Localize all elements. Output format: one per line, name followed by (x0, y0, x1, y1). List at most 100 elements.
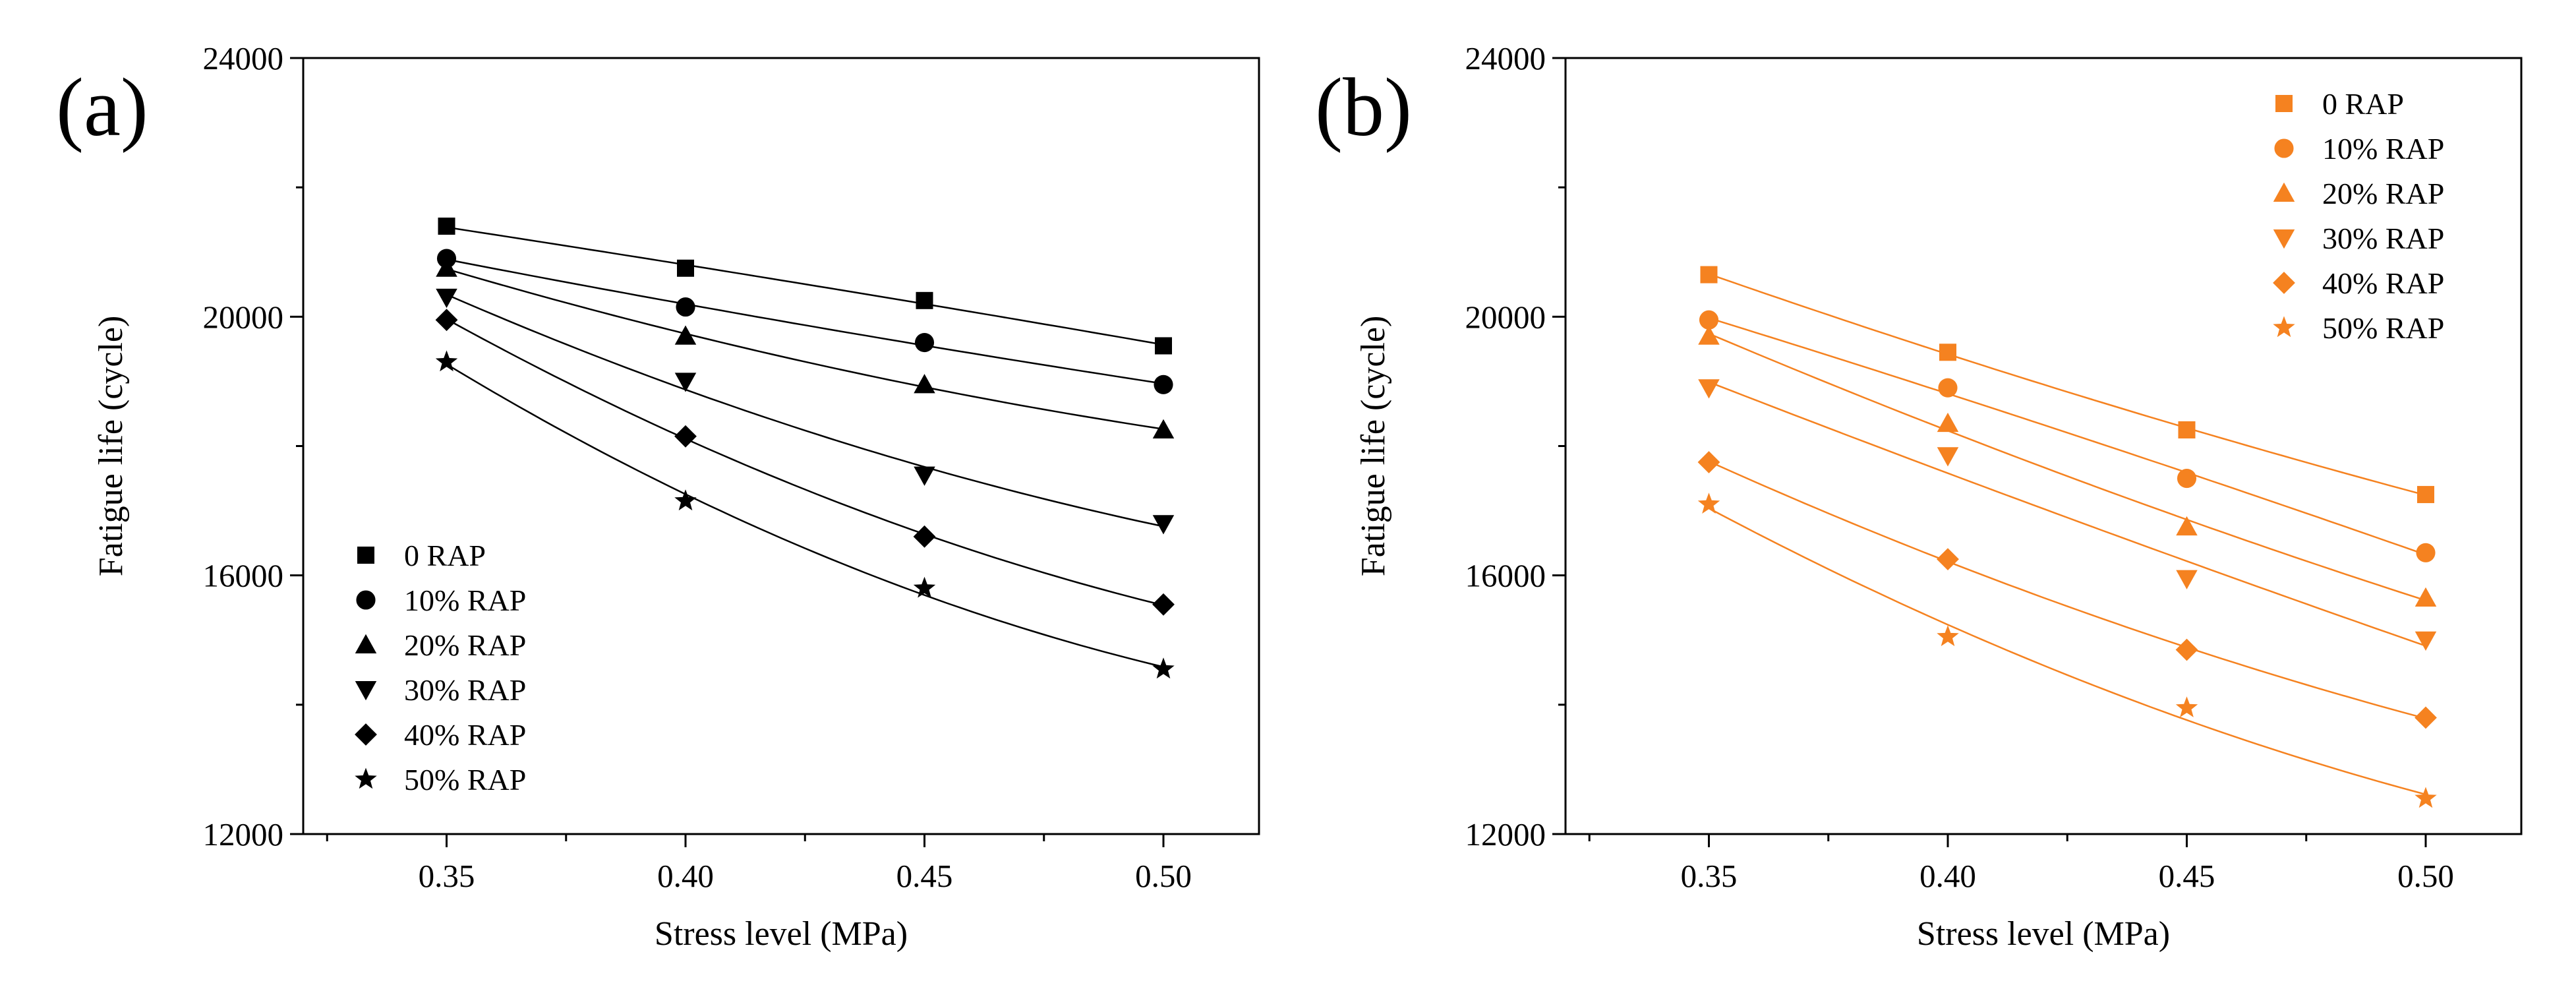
data-point (1937, 447, 1959, 467)
data-point (1939, 344, 1956, 361)
series-1 (1700, 266, 2434, 504)
fit-curve (1708, 460, 2426, 719)
data-point (1699, 310, 1719, 330)
data-point (1155, 337, 1172, 355)
data-point (2416, 543, 2436, 562)
data-point (1152, 515, 1175, 535)
data-point (913, 576, 936, 598)
data-point (435, 309, 458, 332)
fit-curve (446, 226, 1164, 346)
x-tick-label: 0.35 (1681, 858, 1738, 894)
legend-marker (2273, 182, 2295, 202)
y-tick-label: 20000 (1465, 299, 1546, 335)
fit-curve (446, 258, 1164, 385)
data-point (2415, 587, 2437, 607)
data-point (1152, 419, 1175, 438)
x-axis-title: Stress level (MPa) (655, 915, 908, 953)
legend-label: 40% RAP (2322, 266, 2444, 300)
series-2 (1699, 310, 2436, 562)
data-point (2175, 696, 2198, 717)
fit-curve (446, 318, 1164, 607)
data-point (438, 218, 455, 235)
data-point (1152, 657, 1175, 679)
series-5 (435, 309, 1175, 616)
fit-curve (446, 363, 1164, 668)
x-tick-label: 0.35 (419, 858, 475, 894)
data-point (1697, 451, 1720, 473)
plot-frame (1564, 57, 2523, 835)
y-tick-label: 12000 (203, 816, 284, 853)
fit-curve (1709, 332, 2426, 601)
data-point (1938, 378, 1958, 398)
legend-label: 20% RAP (2322, 177, 2444, 210)
data-point (674, 325, 697, 345)
data-point (1698, 325, 1720, 345)
data-point (676, 297, 695, 317)
x-tick-label: 0.40 (657, 858, 714, 894)
legend-marker (355, 681, 377, 701)
data-point (914, 466, 935, 486)
y-axis-title: Fatigue life (cycle) (1355, 316, 1392, 577)
series-1 (438, 218, 1172, 355)
data-point (914, 374, 935, 394)
data-point (1700, 266, 1718, 284)
data-point (1937, 625, 1959, 646)
series-3 (1698, 325, 2437, 607)
series-4 (1698, 379, 2437, 651)
legend-marker (356, 590, 376, 610)
legend-label: 50% RAP (404, 763, 526, 796)
x-axis-title: Stress level (MPa) (1917, 915, 2170, 953)
legend-marker (2275, 95, 2293, 112)
legend-label: 30% RAP (2322, 222, 2444, 255)
legend-label: 40% RAP (404, 718, 526, 752)
legend-label: 30% RAP (404, 673, 526, 707)
legend-marker (355, 723, 377, 746)
data-point (916, 291, 933, 309)
legend-marker (2273, 272, 2295, 294)
panel-label: (b) (1315, 62, 1412, 154)
series-6 (435, 350, 1175, 679)
data-point (1154, 375, 1173, 394)
series-3 (436, 257, 1175, 438)
legend-label: 50% RAP (2322, 311, 2444, 345)
data-point (436, 257, 457, 277)
fit-curve (1708, 507, 2426, 796)
data-point (2175, 638, 2198, 661)
fit-curve (446, 293, 1164, 527)
panel-label: (a) (56, 62, 148, 154)
chart-panel-b: (b) 0.35 0.40 0.45 0.50 12000 16000 20000 24000 S… (1315, 40, 2523, 953)
data-point (674, 489, 697, 511)
series-6 (1697, 493, 2437, 808)
data-point (2417, 486, 2434, 504)
x-tick-label: 0.40 (1919, 858, 1976, 894)
data-point (1697, 493, 1720, 514)
data-point (435, 350, 458, 372)
legend-marker (2273, 316, 2295, 338)
x-tick-label: 0.45 (896, 858, 953, 894)
y-tick-label: 24000 (203, 40, 284, 76)
fit-curve (1709, 273, 2426, 496)
fit-curve (446, 268, 1164, 431)
series-4 (436, 288, 1175, 535)
data-point (677, 259, 694, 277)
y-tick-label: 20000 (203, 299, 284, 335)
data-point (2176, 570, 2198, 589)
data-point (1698, 379, 1720, 399)
legend-marker (2274, 138, 2294, 158)
legend-label: 10% RAP (404, 584, 526, 617)
legend-label: 0 RAP (404, 539, 486, 572)
data-point (913, 525, 936, 548)
x-tick-label: 0.45 (2159, 858, 2215, 894)
legend-label: 10% RAP (2322, 132, 2444, 165)
legend-marker (357, 547, 374, 564)
data-point (1152, 593, 1175, 616)
data-point (2178, 421, 2196, 438)
legend-label: 0 RAP (2322, 87, 2404, 121)
data-point (2415, 631, 2437, 651)
data-point (1937, 412, 1959, 433)
series-5 (1697, 451, 2437, 729)
fit-curve (1709, 317, 2426, 556)
data-point (2415, 787, 2437, 808)
legend-marker (355, 634, 377, 653)
x-tick-label: 0.50 (2397, 858, 2454, 894)
